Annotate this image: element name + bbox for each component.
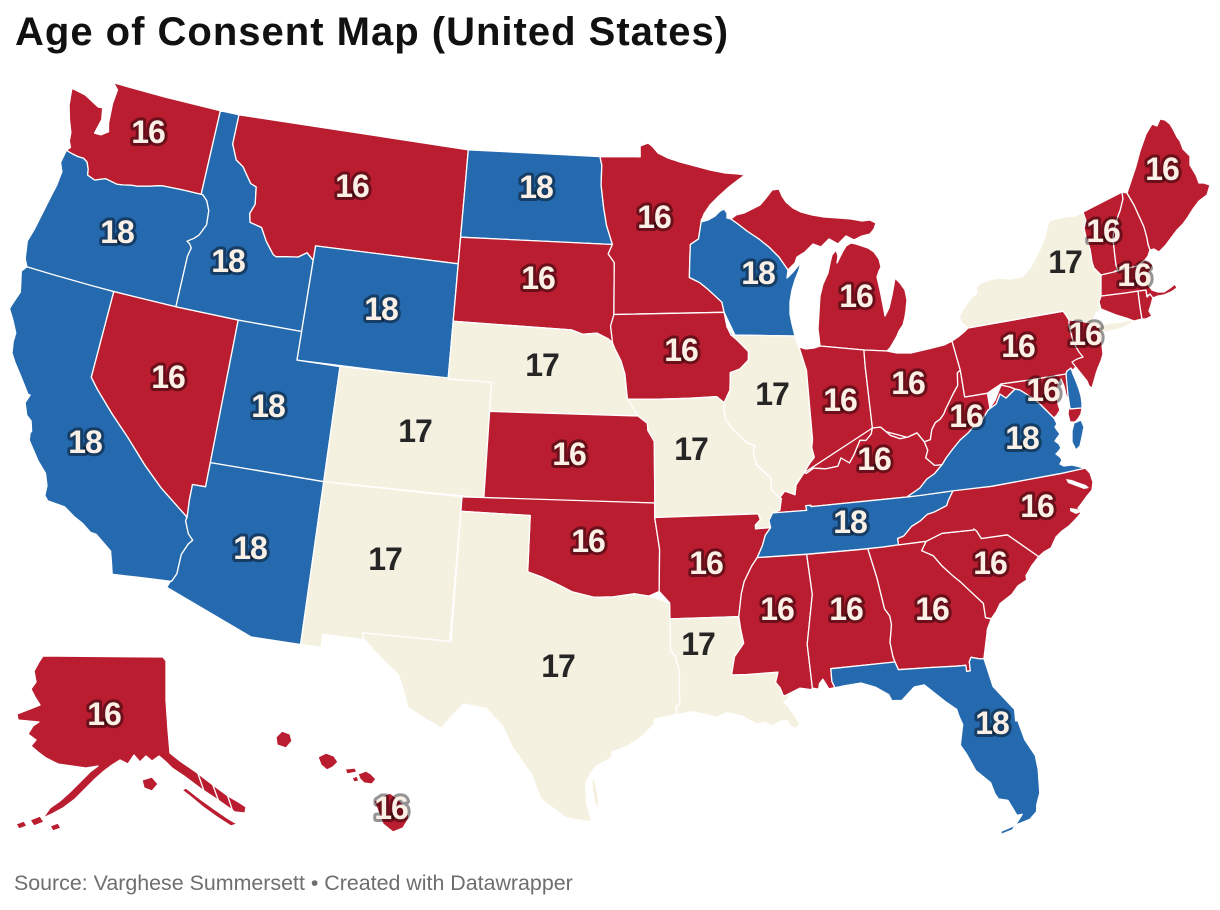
svg-text:18: 18 <box>100 214 134 250</box>
svg-text:17: 17 <box>368 541 402 577</box>
svg-text:16: 16 <box>151 359 185 395</box>
svg-text:16: 16 <box>857 441 891 477</box>
svg-text:16: 16 <box>689 545 723 581</box>
svg-text:17: 17 <box>1048 244 1082 280</box>
svg-text:16: 16 <box>637 199 671 235</box>
svg-text:16: 16 <box>973 545 1007 581</box>
svg-text:17: 17 <box>541 648 575 684</box>
svg-text:18: 18 <box>251 388 285 424</box>
svg-text:18: 18 <box>233 530 267 566</box>
svg-text:16: 16 <box>374 790 408 826</box>
svg-text:16: 16 <box>915 591 949 627</box>
svg-text:18: 18 <box>833 504 867 540</box>
svg-text:18: 18 <box>68 424 102 460</box>
svg-text:16: 16 <box>664 332 698 368</box>
svg-text:16: 16 <box>1086 213 1120 249</box>
svg-text:16: 16 <box>839 278 873 314</box>
svg-text:16: 16 <box>1020 488 1054 524</box>
svg-text:16: 16 <box>1068 316 1102 352</box>
svg-text:16: 16 <box>829 591 863 627</box>
svg-text:18: 18 <box>519 169 553 205</box>
svg-text:16: 16 <box>1117 257 1151 293</box>
svg-text:16: 16 <box>949 398 983 434</box>
svg-text:17: 17 <box>755 376 789 412</box>
svg-text:17: 17 <box>674 431 708 467</box>
svg-text:18: 18 <box>1005 420 1039 456</box>
svg-text:16: 16 <box>131 114 165 150</box>
svg-text:17: 17 <box>525 347 559 383</box>
svg-text:18: 18 <box>364 291 398 327</box>
svg-text:16: 16 <box>571 523 605 559</box>
svg-text:16: 16 <box>891 365 925 401</box>
svg-text:16: 16 <box>521 260 555 296</box>
svg-text:17: 17 <box>398 413 432 449</box>
svg-text:16: 16 <box>760 591 794 627</box>
svg-text:18: 18 <box>975 705 1009 741</box>
svg-text:17: 17 <box>681 626 715 662</box>
svg-text:16: 16 <box>552 436 586 472</box>
svg-text:18: 18 <box>741 255 775 291</box>
svg-text:16: 16 <box>1026 372 1060 408</box>
svg-text:16: 16 <box>335 168 369 204</box>
svg-text:18: 18 <box>211 243 245 279</box>
svg-text:16: 16 <box>823 382 857 418</box>
svg-text:16: 16 <box>1001 328 1035 364</box>
svg-text:16: 16 <box>1145 151 1179 187</box>
svg-text:16: 16 <box>87 696 121 732</box>
